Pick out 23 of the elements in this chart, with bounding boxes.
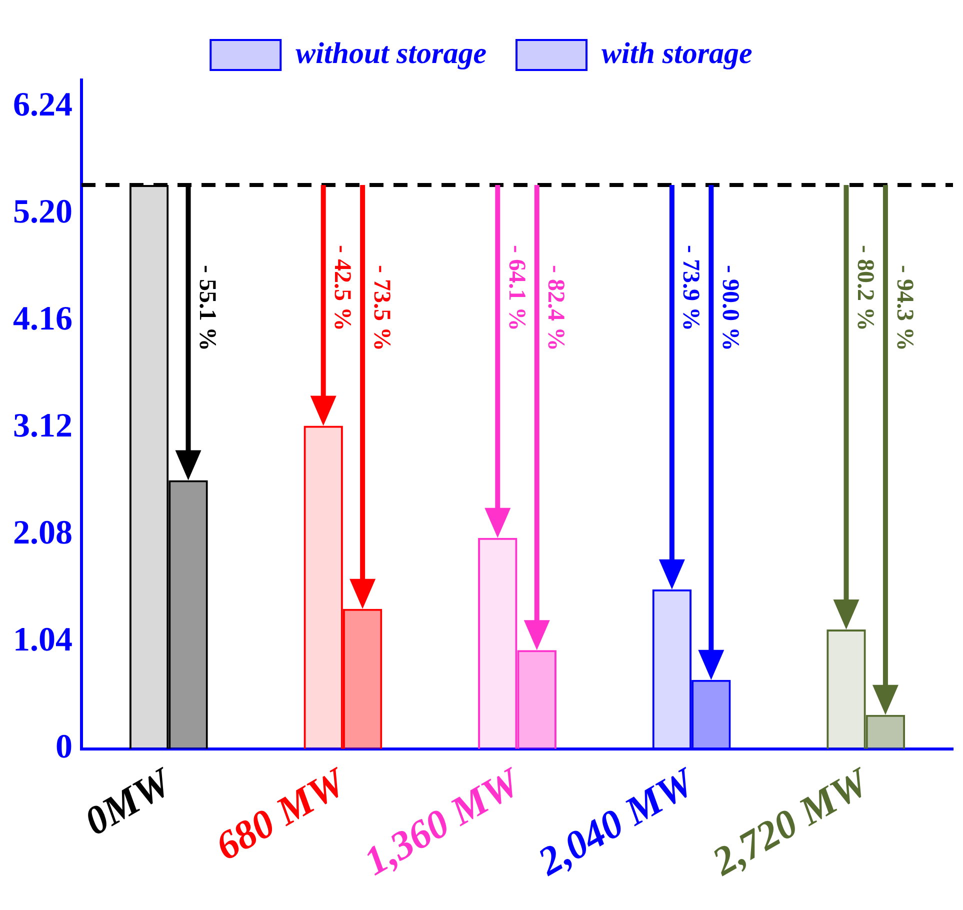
x-tick-label: 680 MW <box>208 758 355 869</box>
annotation: - 94.3 % <box>891 264 918 351</box>
annotation: - 55.1 % <box>194 264 220 351</box>
y-tick-label: 1.04 <box>13 622 72 659</box>
y-tick-label: 2.08 <box>13 514 72 552</box>
annotation: - 64.1 % <box>503 244 530 331</box>
annotation: - 80.2 % <box>852 244 878 331</box>
legend-label: without storage <box>296 36 487 70</box>
y-tick-label: 4.16 <box>13 300 72 338</box>
y-tick-label: 3.12 <box>13 408 72 445</box>
annotation: - 73.5 % <box>368 264 394 351</box>
y-tick-label: 5.20 <box>13 194 72 231</box>
annotation: - 73.9 % <box>678 244 704 331</box>
annotation: - 42.5 % <box>329 244 356 331</box>
annotation: - 82.4 % <box>542 264 569 351</box>
x-tick-label: 2,040 MW <box>530 758 704 884</box>
x-tick-label: 0MW <box>76 758 180 844</box>
y-tick-label: 0 <box>56 728 72 766</box>
x-tick-label: 2,720 MW <box>704 758 878 884</box>
x-tick-label: 1,360 MW <box>356 758 530 884</box>
legend-label: with storage <box>602 36 752 70</box>
y-tick-label: 6.24 <box>13 86 72 124</box>
annotation: - 90.0 % <box>716 264 743 351</box>
